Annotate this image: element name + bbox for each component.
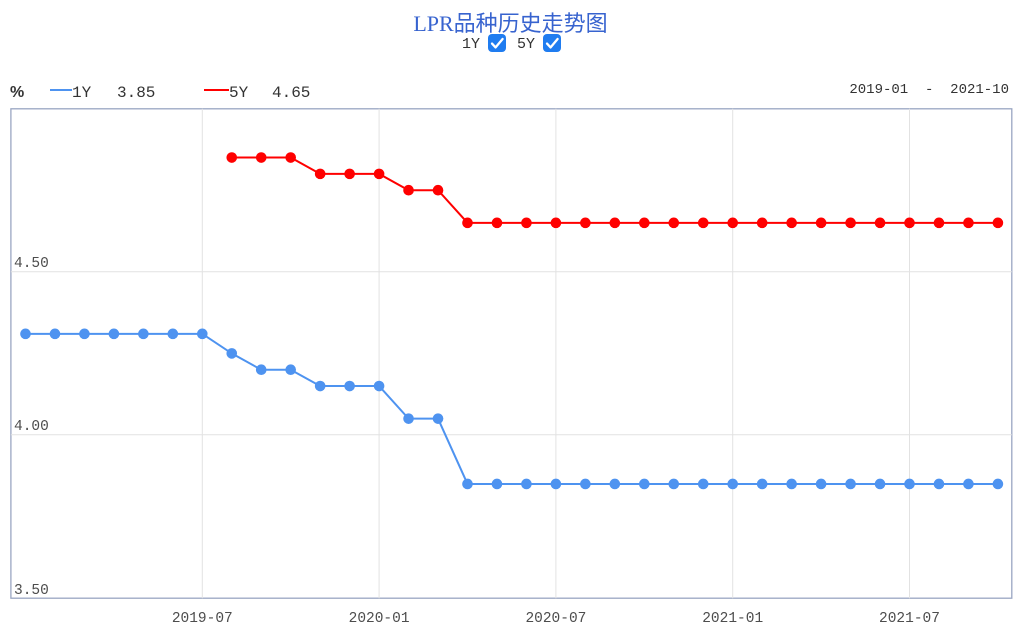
svg-text:2019-07: 2019-07 [172,611,233,627]
svg-text:3.50: 3.50 [14,583,49,599]
svg-text:2020-07: 2020-07 [525,611,586,627]
svg-text:4.00: 4.00 [14,419,49,435]
svg-text:2021-07: 2021-07 [879,611,940,627]
svg-text:2020-01: 2020-01 [349,611,410,627]
svg-text:4.50: 4.50 [14,256,49,272]
svg-text:2021-01: 2021-01 [702,611,763,627]
